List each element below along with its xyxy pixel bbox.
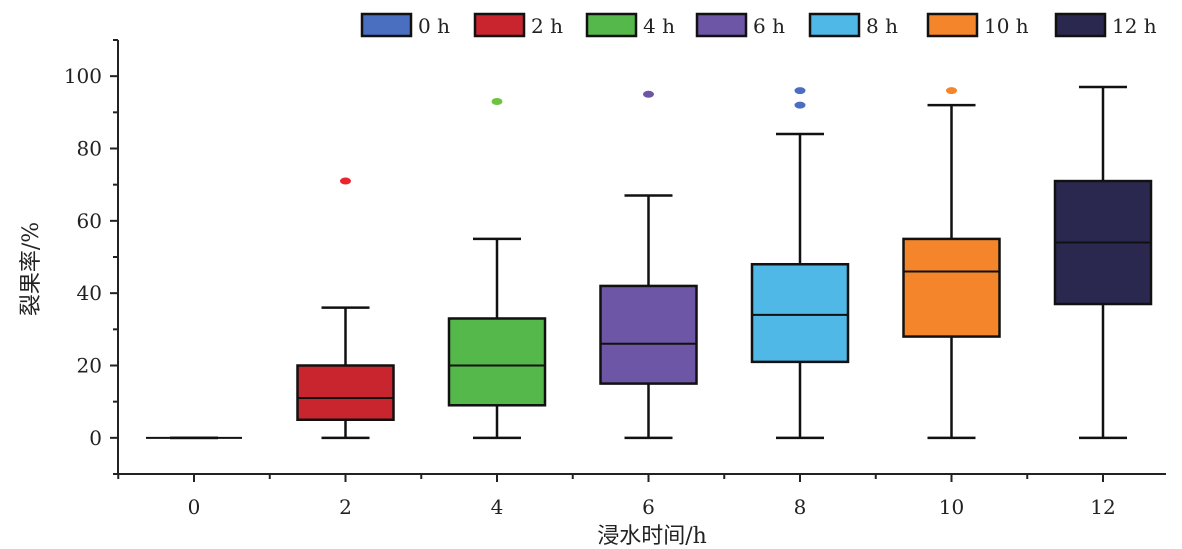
box-group [750,87,850,440]
box-body [447,317,547,407]
legend-swatch [926,12,979,38]
x-tick-label: 2 [339,495,352,519]
legend-label: 2 h [531,14,563,38]
legend-swatch [585,12,638,38]
outlier-point [794,87,806,95]
legend: 0 h 2 h 4 h 6 h 8 h 10 h 12 h [360,12,1157,38]
y-tick-label: 20 [77,354,102,378]
box-group [599,90,698,440]
x-tick-label: 6 [642,495,655,519]
y-tick-label: 60 [77,209,102,233]
box-body [750,262,850,364]
outlier-point [643,90,654,98]
box-body [296,364,395,421]
outlier-point [340,177,351,185]
legend-item: 10 h [926,12,1029,38]
legend-label: 12 h [1112,14,1157,38]
x-tick-label: 4 [491,495,504,519]
y-tick-label: 40 [77,281,102,305]
legend-label: 6 h [753,14,785,38]
legend-label: 8 h [866,14,898,38]
box-body [599,284,698,385]
box-body [902,237,1001,338]
legend-item: 8 h [808,12,898,38]
legend-label: 10 h [984,14,1029,38]
legend-swatch [695,12,748,38]
y-tick-label: 100 [64,64,102,88]
x-tick-label: 0 [188,495,201,519]
y-axis-title: 裂果率/% [19,222,44,316]
legend-label: 0 h [418,14,450,38]
legend-item: 2 h [473,12,563,38]
legend-swatch [473,12,526,38]
box-group [296,177,395,440]
legend-swatch [808,12,861,38]
legend-item: 4 h [585,12,675,38]
x-tick-label: 12 [1090,495,1115,519]
boxes [146,85,1153,440]
outlier-point [794,101,806,109]
legend-label: 4 h [643,14,675,38]
legend-swatch [360,12,413,38]
legend-item: 0 h [360,12,450,38]
legend-item: 6 h [695,12,785,38]
outlier-point [946,87,957,95]
y-tick-label: 80 [77,137,102,161]
box-group [1053,85,1153,440]
x-tick-label: 8 [794,495,807,519]
y-tick-label: 0 [89,426,102,450]
box-group [447,97,547,440]
legend-item: 12 h [1054,12,1157,38]
axes: 0 20 40 60 80 100 0 2 4 6 8 10 12 [64,39,1166,519]
outlier-point [491,97,503,105]
x-tick-label: 10 [939,495,964,519]
x-axis-title: 浸水时间/h [597,524,707,549]
legend-swatch [1054,12,1107,38]
box-group [902,87,1001,440]
